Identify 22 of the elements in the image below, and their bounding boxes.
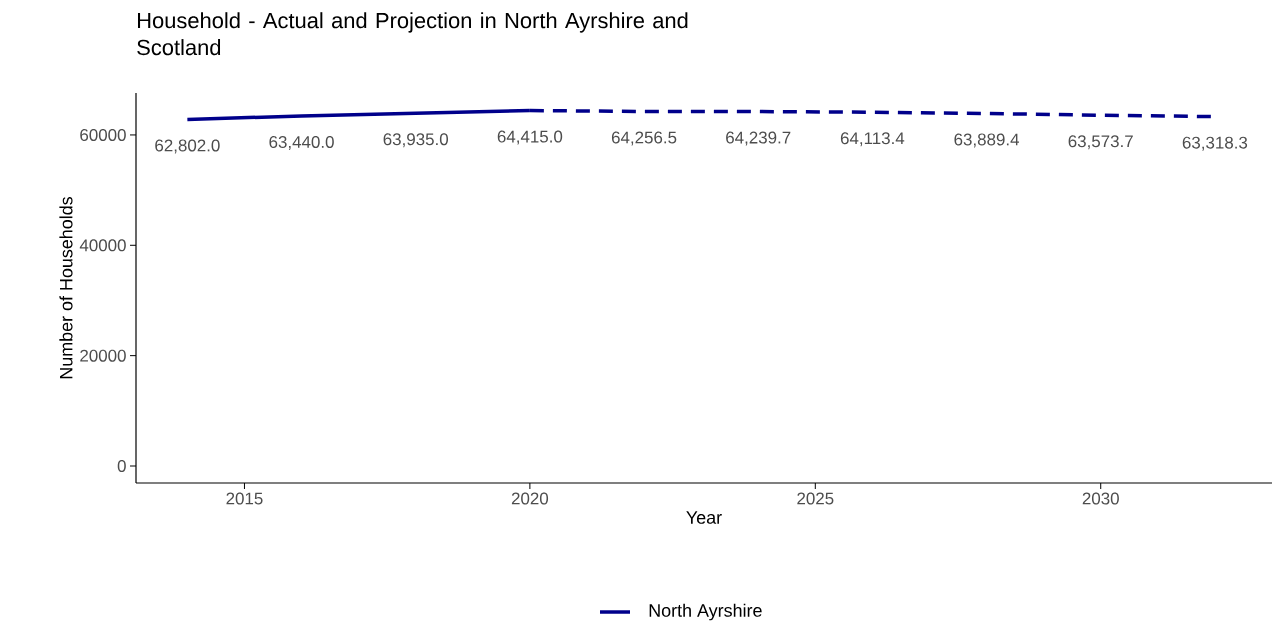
data-label: 62,802.0 — [155, 139, 220, 154]
x-tick-label: 2020 — [511, 492, 549, 505]
y-axis-title: Number of Households — [59, 196, 73, 379]
data-label: 64,415.0 — [497, 130, 563, 145]
x-tick-label: 2025 — [797, 492, 834, 505]
y-tick-label: 60000 — [80, 128, 126, 141]
data-label: 63,440.0 — [269, 135, 334, 150]
y-tick-label: 40000 — [79, 239, 126, 252]
x-axis-title: Year — [686, 511, 722, 524]
y-tick-label: 20000 — [80, 349, 126, 362]
data-label: 63,318.3 — [1182, 136, 1248, 151]
x-tick-label: 2030 — [1082, 492, 1119, 505]
x-tick-label: 2015 — [226, 492, 263, 505]
chart-title: Household - Actual and Projection in North Ayrshire and Scotland — [137, 12, 688, 56]
data-label: 64,239.7 — [726, 131, 791, 146]
data-label: 63,889.4 — [954, 133, 1020, 148]
legend-label: North Ayrshire — [649, 603, 762, 621]
y-tick-label: 0 — [117, 460, 126, 473]
data-label: 64,256.5 — [611, 131, 677, 146]
data-label: 63,573.7 — [1068, 135, 1133, 150]
data-label: 63,935.0 — [383, 133, 449, 148]
data-label: 64,113.4 — [840, 132, 905, 147]
